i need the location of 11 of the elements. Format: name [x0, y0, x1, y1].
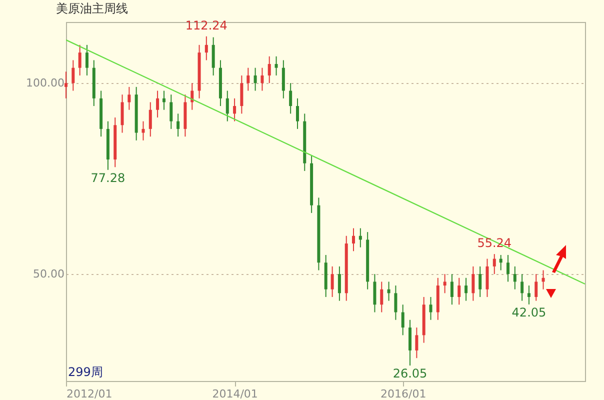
- annotation: 42.05: [512, 305, 546, 320]
- annotation: 77.28: [90, 170, 126, 185]
- y-tick-label: 50.00: [33, 268, 64, 281]
- x-tick-label: 2012/01: [66, 388, 112, 400]
- annotation: 112.24: [185, 18, 228, 32]
- annotation: 26.05: [392, 366, 428, 381]
- y-tick-label: 100.00: [26, 76, 64, 90]
- x-tick-label: 2014/01: [212, 388, 258, 400]
- chart-title: 美原油主周线: [56, 1, 128, 16]
- x-tick-label: 2016/01: [380, 388, 426, 400]
- annotation: 299周: [68, 365, 103, 379]
